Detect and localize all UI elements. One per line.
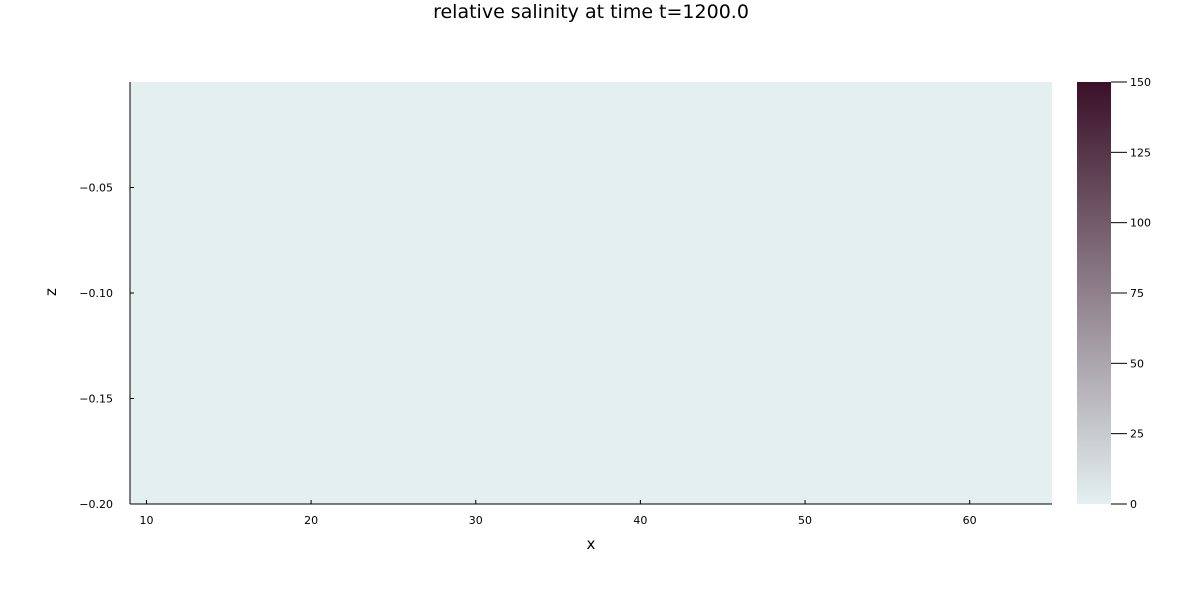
x-axis-ticks: 10 20 30 40 50 60 <box>139 500 977 527</box>
x-tick-label: 20 <box>304 514 318 527</box>
y-axis-label: z <box>42 288 60 296</box>
y-tick-label: −0.15 <box>79 393 113 406</box>
y-axis-ticks: −0.20 −0.15 −0.10 −0.05 <box>79 182 134 511</box>
colorbar-tick-label: 0 <box>1130 498 1137 511</box>
chart-title: relative salinity at time t=1200.0 <box>433 1 749 23</box>
x-tick-label: 50 <box>798 514 812 527</box>
colorbar-tick-label: 25 <box>1130 428 1144 441</box>
colorbar-tick-label: 75 <box>1130 287 1144 300</box>
y-tick-label: −0.20 <box>79 498 113 511</box>
y-tick-label: −0.10 <box>79 287 113 300</box>
x-tick-label: 30 <box>469 514 483 527</box>
colorbar-tick-label: 125 <box>1130 146 1151 159</box>
heatmap-field <box>130 82 1052 504</box>
colorbar-tick-label: 50 <box>1130 357 1144 370</box>
colorbar <box>1077 82 1111 504</box>
colorbar-tick-label: 150 <box>1130 76 1151 89</box>
colorbar-ticks: 0 25 50 75 100 125 150 <box>1111 76 1151 511</box>
x-axis-label: x <box>587 535 596 553</box>
colorbar-tick-label: 100 <box>1130 217 1151 230</box>
x-tick-label: 40 <box>633 514 647 527</box>
y-tick-label: −0.05 <box>79 182 113 195</box>
x-tick-label: 60 <box>963 514 977 527</box>
x-tick-label: 10 <box>139 514 153 527</box>
